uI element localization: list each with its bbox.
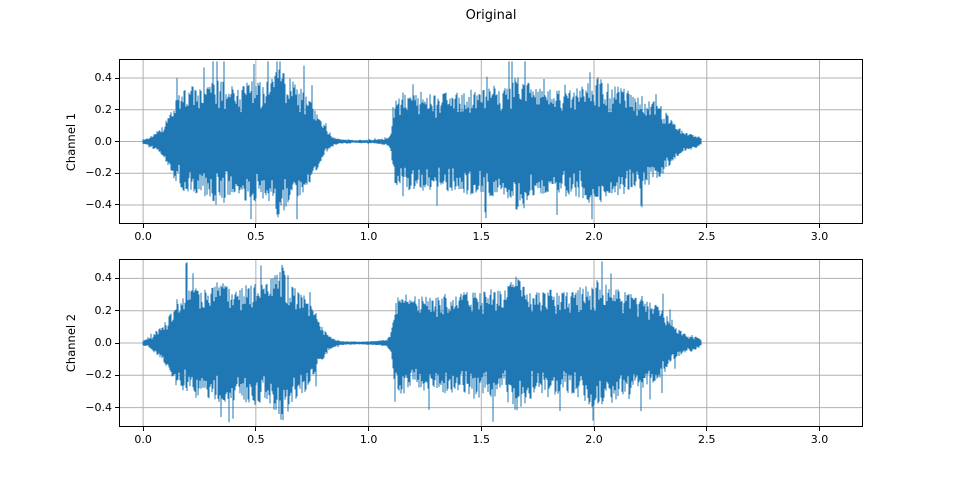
y-tick-label: −0.4: [85, 197, 112, 211]
x-tick-label: 3.0: [810, 433, 829, 446]
figure-title: Original: [465, 8, 517, 23]
waveform-line: [142, 61, 702, 220]
axes-spines: [119, 59, 863, 224]
x-tick-mark: [368, 427, 370, 431]
y-tick-label: −0.2: [85, 368, 112, 382]
x-tick-label: 2.5: [698, 230, 716, 243]
x-tick-label: 3.0: [810, 230, 829, 243]
x-tick-mark: [255, 224, 257, 228]
x-tick-label: 0.5: [247, 433, 265, 446]
x-tick-label: 2.5: [698, 433, 716, 446]
x-tick-mark: [368, 224, 370, 228]
waveform-line: [142, 261, 702, 423]
x-tick-label: 0.0: [134, 230, 152, 243]
x-tick-mark: [142, 427, 144, 431]
y-tick-mark: [115, 277, 119, 279]
y-tick-mark: [115, 77, 119, 79]
subplot-channel-1: [119, 59, 863, 224]
y-tick-label: −0.4: [85, 400, 112, 414]
y-tick-label: 0.0: [94, 336, 113, 349]
x-tick-mark: [593, 427, 595, 431]
x-tick-label: 1.5: [472, 433, 491, 446]
x-tick-mark: [818, 224, 820, 228]
axes-spines: [119, 259, 863, 427]
y-tick-mark: [115, 141, 119, 142]
x-tick-mark: [142, 224, 144, 228]
x-tick-label: 2.0: [585, 433, 603, 446]
x-tick-mark: [480, 427, 482, 431]
y-tick-mark: [115, 374, 119, 376]
waveform-plot-area: [119, 59, 863, 224]
waveform-plot-area: [119, 259, 863, 427]
y-tick-label: −0.2: [85, 166, 112, 180]
y-tick-mark: [115, 172, 119, 174]
y-tick-label: 0.2: [94, 303, 113, 317]
x-tick-mark: [480, 224, 482, 228]
x-tick-label: 0.0: [134, 433, 152, 446]
y-tick-label: 0.4: [94, 71, 113, 85]
y-tick-mark: [115, 342, 119, 344]
x-tick-mark: [818, 427, 820, 431]
x-tick-mark: [706, 427, 708, 431]
x-tick-label: 0.5: [247, 230, 265, 243]
y-tick-label: 0.4: [94, 271, 113, 285]
x-tick-label: 1.5: [472, 230, 491, 243]
y-tick-label: 0.0: [94, 134, 113, 148]
x-tick-mark: [593, 224, 595, 228]
subplot-channel-2: [119, 259, 863, 427]
y-tick-mark: [115, 204, 119, 206]
x-tick-label: 2.0: [585, 230, 603, 243]
x-tick-mark: [255, 427, 257, 431]
y-tick-mark: [115, 310, 119, 312]
y-tick-label: 0.2: [94, 102, 113, 116]
y-tick-mark: [115, 407, 119, 409]
x-tick-label: 1.0: [359, 433, 378, 446]
y-tick-mark: [115, 109, 119, 111]
x-tick-label: 1.0: [359, 230, 378, 243]
x-tick-mark: [706, 224, 708, 228]
